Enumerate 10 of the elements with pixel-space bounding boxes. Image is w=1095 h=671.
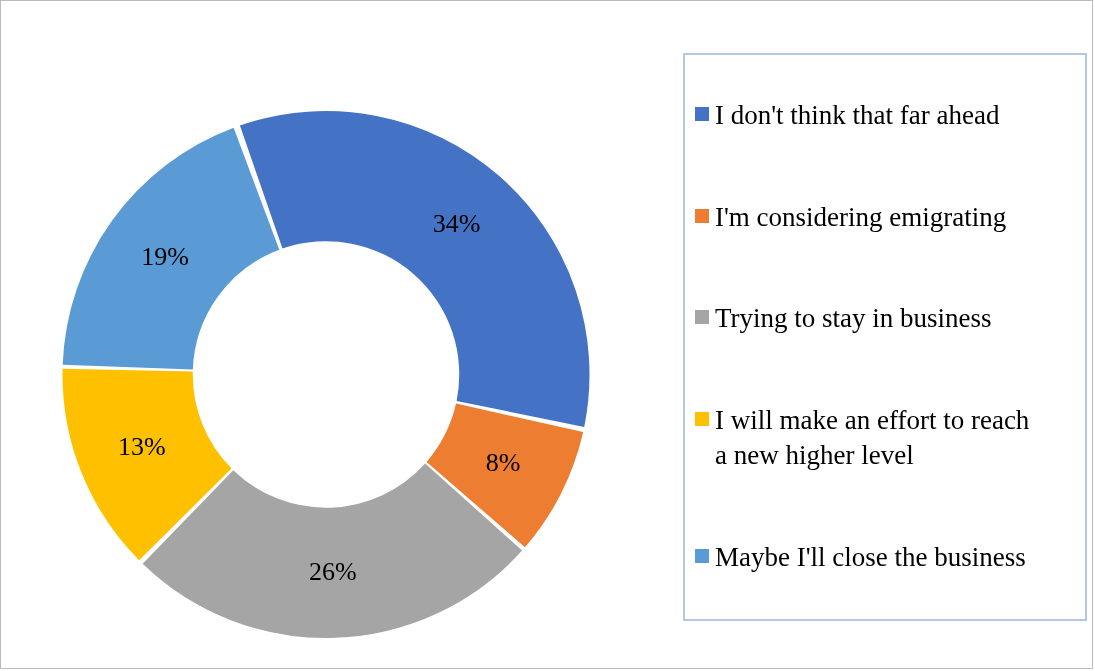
legend-label: I will make an effort to reach a new higher level xyxy=(715,404,1031,473)
data-label: 13% xyxy=(117,432,166,461)
legend-label: Trying to stay in business xyxy=(715,302,992,336)
legend-label: Maybe I'll close the business xyxy=(715,541,1026,575)
legend-label: I'm considering emigrating xyxy=(715,200,1007,234)
data-label: 8% xyxy=(485,447,521,477)
data-label: 19% xyxy=(141,242,189,272)
data-label: 34% xyxy=(432,209,481,239)
data-label: 26% xyxy=(309,556,357,586)
legend-label: I don't think that far ahead xyxy=(715,98,1000,132)
